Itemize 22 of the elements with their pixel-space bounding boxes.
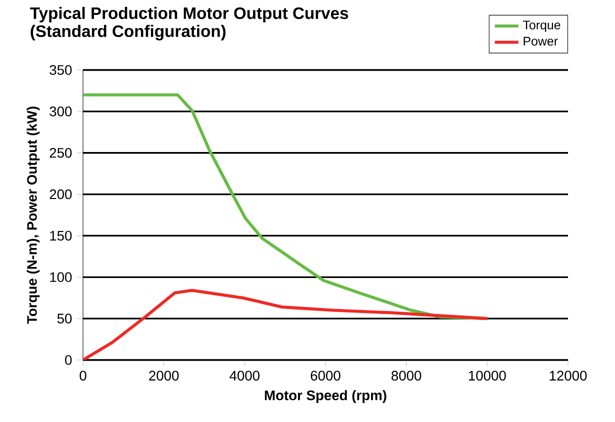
x-tick-label: 12000 (550, 370, 587, 381)
y-tick-label: 350 (50, 65, 72, 75)
x-axis-title: Motor Speed (rpm) (264, 390, 386, 403)
chart-subtitle: (Standard Configuration) (30, 24, 226, 40)
y-tick-label: 0 (65, 355, 72, 365)
x-tick-label: 8000 (392, 370, 422, 381)
legend-label: Torque (523, 20, 560, 32)
x-tick-label: 2000 (149, 370, 179, 381)
x-tick-label: 0 (80, 370, 86, 381)
line-series (83, 288, 489, 360)
y-tick-label: 300 (50, 106, 72, 116)
y-tick-label: 50 (57, 314, 72, 324)
chart-title: Typical Production Motor Output Curves (30, 6, 348, 22)
y-axis-title: Torque (N-m), Power Output (kW) (26, 106, 40, 324)
x-tick-label: 10000 (468, 370, 506, 381)
y-tick-label: 100 (50, 272, 72, 282)
y-tick-label: 250 (50, 148, 72, 158)
x-tick-label: 6000 (310, 370, 340, 381)
y-tick-label: 200 (50, 189, 72, 200)
x-tick-label: 4000 (230, 370, 260, 381)
y-tick-label: 150 (50, 230, 72, 241)
legend-label: Power (524, 36, 558, 46)
